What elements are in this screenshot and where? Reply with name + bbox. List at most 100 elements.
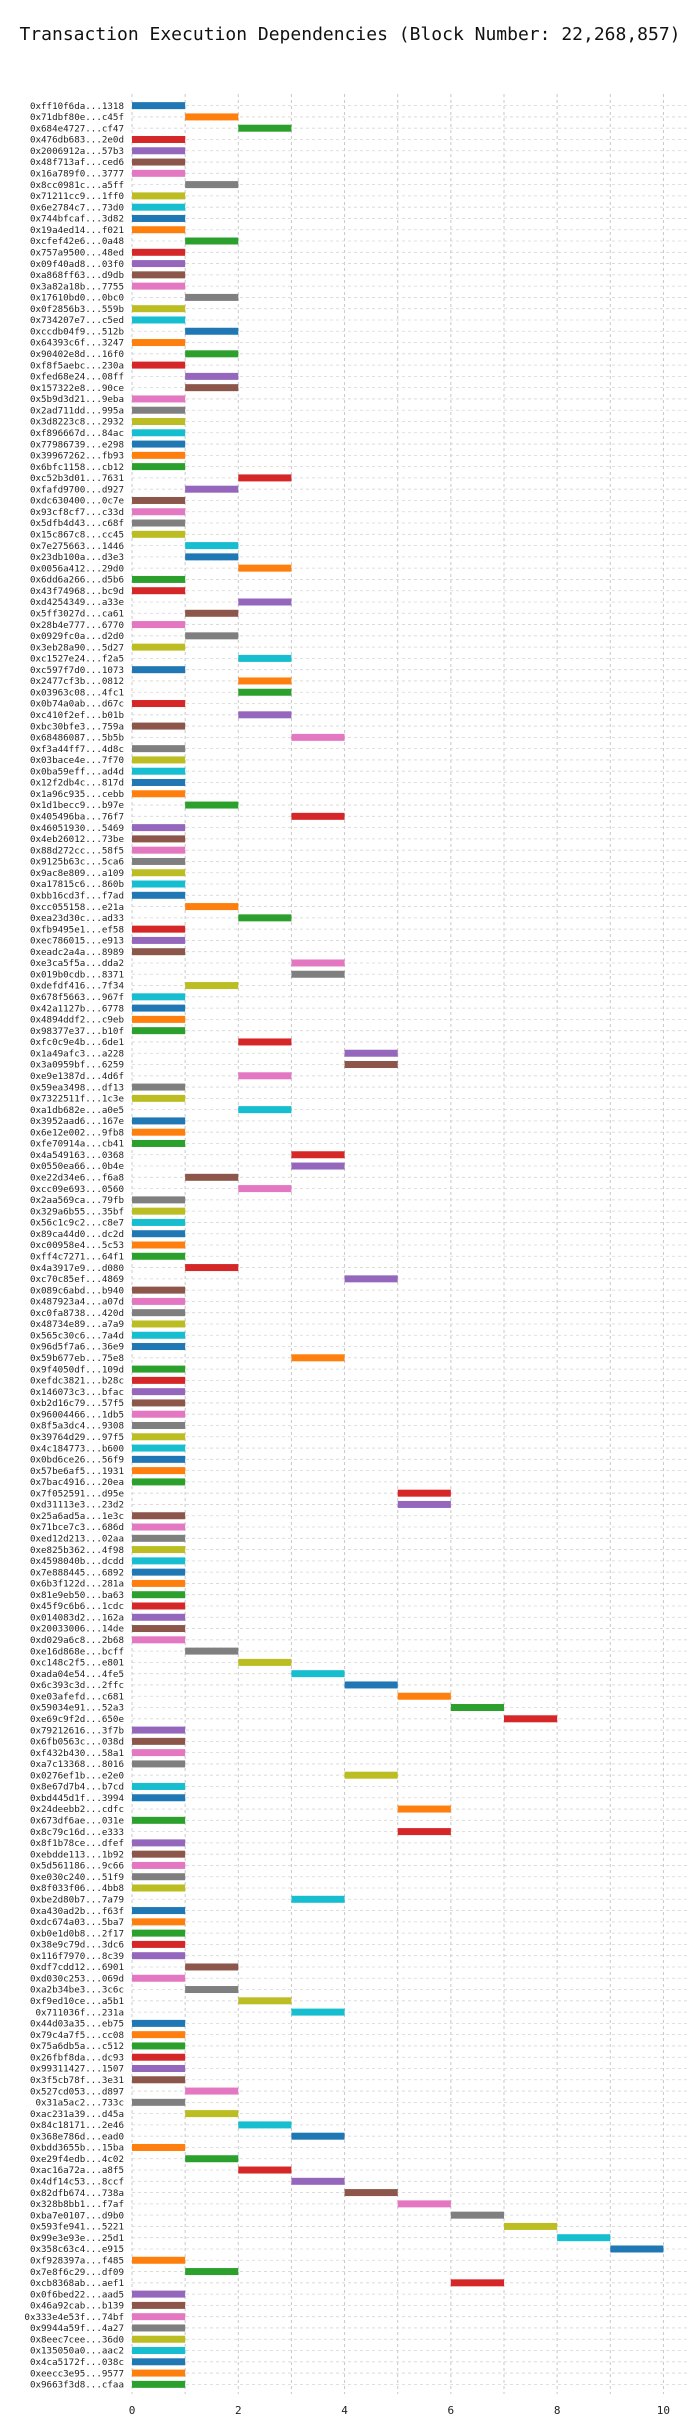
transaction-label: 0x6b3f122d...281a bbox=[30, 1579, 124, 1590]
transaction-label: 0xcb8368ab...aef1 bbox=[30, 2278, 124, 2289]
transaction-bar bbox=[185, 801, 239, 809]
x-tick-labels: 0 2 4 6 8 10 bbox=[129, 2404, 670, 2417]
transaction-bar bbox=[132, 745, 186, 753]
transaction-label: 0x6e12e002...9fb8 bbox=[30, 1127, 124, 1138]
transaction-label: 0x711036f...231a bbox=[35, 2007, 124, 2018]
transaction-label: 0x116f7970...8c39 bbox=[30, 1951, 124, 1962]
transaction-bar bbox=[132, 1602, 186, 1610]
transaction-bar bbox=[132, 282, 186, 290]
transaction-bar bbox=[132, 271, 186, 279]
transaction-label: 0x7e888445...6892 bbox=[30, 1567, 124, 1578]
transaction-label: 0xdf7cdd12...6901 bbox=[30, 1962, 124, 1973]
transaction-label: 0x1a49afc3...a228 bbox=[30, 1048, 124, 1059]
transaction-bar bbox=[185, 1963, 239, 1971]
transaction-bar bbox=[132, 2301, 186, 2309]
transaction-label: 0x405496ba...76f7 bbox=[30, 812, 124, 823]
transaction-label: 0x487923a4...a07d bbox=[30, 1297, 124, 1308]
transaction-label: 0x527cd053...d897 bbox=[30, 2086, 124, 2097]
transaction-label: 0xff4c7271...64f1 bbox=[30, 1251, 124, 1262]
transaction-bar bbox=[132, 1320, 186, 1328]
transaction-bar bbox=[185, 553, 239, 561]
transaction-bar bbox=[132, 1625, 186, 1633]
transaction-label: 0xfe70914a...cb41 bbox=[30, 1139, 124, 1150]
transaction-bar bbox=[132, 1015, 186, 1023]
transaction-bar bbox=[132, 339, 186, 347]
transaction-label: 0x7322511f...1c3e bbox=[30, 1094, 124, 1105]
transaction-label: 0x96d5f7a6...36e9 bbox=[30, 1342, 124, 1353]
transaction-label: 0x3952aad6...167e bbox=[30, 1116, 124, 1127]
transaction-label: 0x4c184773...b600 bbox=[30, 1443, 124, 1454]
transaction-label: 0x59b677eb...75e8 bbox=[30, 1353, 124, 1364]
transaction-label: 0xf9ed10ce...a5b1 bbox=[30, 1996, 124, 2007]
transaction-label: 0xbe2d80b7...7a79 bbox=[30, 1894, 124, 1905]
transaction-bar bbox=[132, 1884, 186, 1892]
transaction-label: 0x014083d2...162a bbox=[30, 1612, 124, 1623]
transaction-bar bbox=[291, 812, 345, 820]
transaction-bar bbox=[238, 2166, 292, 2174]
transaction-label: 0x84c18171...2e46 bbox=[30, 2120, 124, 2131]
transaction-bar bbox=[132, 722, 186, 730]
transaction-label: 0x8eec7cee...36d0 bbox=[30, 2334, 124, 2345]
transaction-label: 0xd029a6c8...2b68 bbox=[30, 1635, 124, 1646]
transaction-bar bbox=[238, 474, 292, 482]
transaction-label: 0x019b0cdb...8371 bbox=[30, 969, 124, 980]
transaction-label: 0xec786015...e913 bbox=[30, 936, 124, 947]
transaction-bar bbox=[185, 903, 239, 911]
transaction-bar bbox=[132, 643, 186, 651]
transaction-label: 0xa7c13368...8016 bbox=[30, 1759, 124, 1770]
transaction-bar bbox=[185, 384, 239, 392]
transaction-bar bbox=[132, 1117, 186, 1125]
transaction-label: 0x0f6bed22...aad5 bbox=[30, 2289, 124, 2300]
transaction-label: 0x8f033f06...4bb8 bbox=[30, 1883, 124, 1894]
transaction-bar bbox=[132, 1873, 186, 1881]
transaction-bar bbox=[238, 1106, 292, 1114]
transaction-bar bbox=[291, 2008, 345, 2016]
transaction-bar bbox=[185, 2268, 239, 2276]
transaction-label: 0x9663f3d8...cfaa bbox=[30, 2380, 124, 2391]
transaction-bar bbox=[132, 463, 186, 471]
transaction-label: 0x8f5a3dc4...9308 bbox=[30, 1421, 124, 1432]
transaction-bar bbox=[132, 2369, 186, 2377]
transaction-bar bbox=[504, 2222, 558, 2230]
transaction-bar bbox=[185, 1173, 239, 1181]
transaction-bar bbox=[132, 1478, 186, 1486]
transaction-bar bbox=[504, 1715, 558, 1723]
transaction-label: 0x4df14c53...8ccf bbox=[30, 2177, 124, 2188]
transaction-bar bbox=[185, 372, 239, 380]
transaction-label: 0x98377e37...b10f bbox=[30, 1026, 124, 1037]
transaction-label: 0x20033006...14de bbox=[30, 1624, 124, 1635]
transaction-bar bbox=[132, 1782, 186, 1790]
transaction-bar bbox=[132, 1128, 186, 1136]
transaction-label: 0x9944a59f...4a27 bbox=[30, 2323, 124, 2334]
transaction-label: 0xac16a72a...a8f5 bbox=[30, 2165, 124, 2176]
transaction-label: 0x4a549163...0368 bbox=[30, 1150, 124, 1161]
transaction-label: 0x4eb26012...73be bbox=[30, 834, 124, 845]
bar-layer bbox=[132, 102, 664, 2388]
transaction-bar bbox=[185, 1986, 239, 1994]
transaction-bar bbox=[291, 2132, 345, 2140]
transaction-label: 0x0ba59eff...ad4d bbox=[30, 766, 124, 777]
transaction-bar bbox=[185, 1647, 239, 1655]
transaction-label: 0x157322e8...90ce bbox=[30, 383, 124, 394]
transaction-label: 0x71dbf80e...c45f bbox=[30, 112, 124, 123]
transaction-bar bbox=[450, 2279, 504, 2287]
transaction-bar bbox=[132, 2143, 186, 2151]
transaction-label: 0x744bfcaf...3d82 bbox=[30, 214, 124, 225]
transaction-label: 0x24deebb2...cdfc bbox=[30, 1804, 124, 1815]
transaction-label: 0x48f713af...ced6 bbox=[30, 157, 124, 168]
transaction-label: 0x6dd6a266...d5b6 bbox=[30, 575, 124, 586]
transaction-bar bbox=[132, 519, 186, 527]
transaction-bar bbox=[132, 2347, 186, 2355]
transaction-bar bbox=[132, 1929, 186, 1937]
transaction-label: 0xe9e1387d...4d6f bbox=[30, 1071, 124, 1082]
transaction-bar bbox=[185, 350, 239, 358]
transaction-bar bbox=[132, 440, 186, 448]
transaction-label: 0x146073c3...bfac bbox=[30, 1387, 124, 1398]
transaction-bar bbox=[185, 327, 239, 335]
transaction-label: 0x0929fc0a...d2d0 bbox=[30, 631, 124, 642]
transaction-label: 0x0f2856b3...559b bbox=[30, 304, 124, 315]
transaction-label: 0x81e9eb50...ba63 bbox=[30, 1590, 124, 1601]
transaction-bar bbox=[185, 293, 239, 301]
transaction-label: 0xf928397a...f485 bbox=[30, 2255, 124, 2266]
